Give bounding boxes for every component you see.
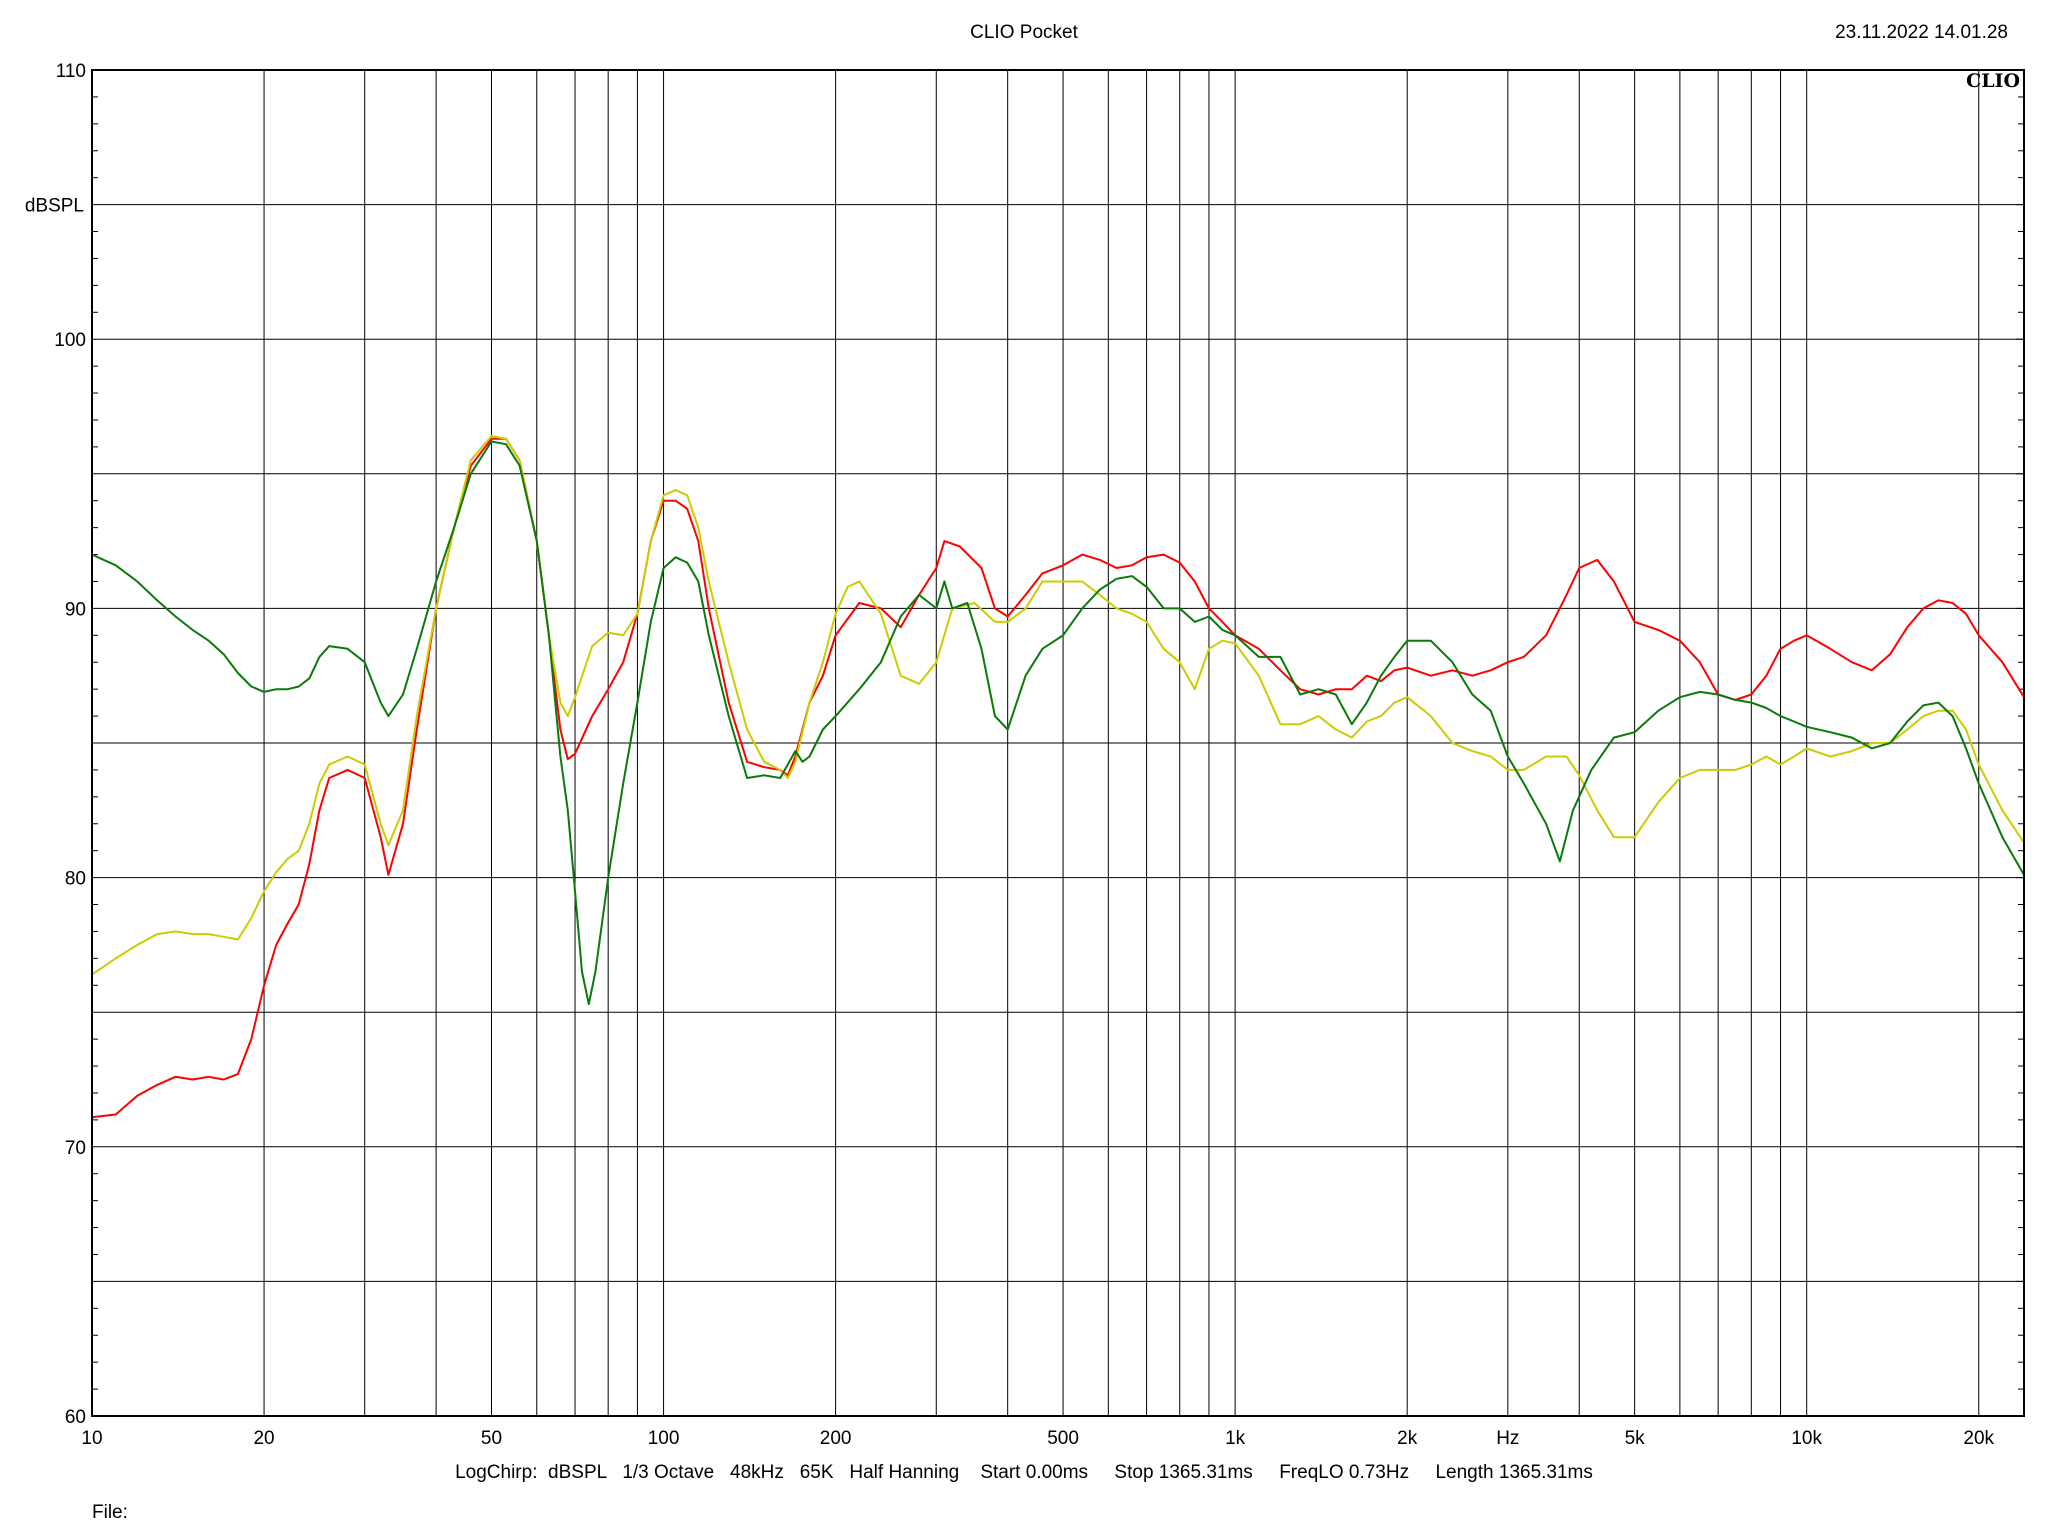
x-tick-label: 20k (1963, 1428, 1994, 1449)
series-line-1 (91, 437, 2025, 1119)
x-tick-label: 500 (1047, 1428, 1079, 1449)
y-tick-label: 70 (65, 1138, 86, 1159)
y-tick-label: 60 (65, 1407, 86, 1428)
x-tick-label: 10k (1791, 1428, 1822, 1449)
x-tick-label: 50 (481, 1428, 502, 1449)
x-tick-label: 100 (648, 1428, 680, 1449)
x-tick-label: 10 (81, 1428, 102, 1449)
tick-labels: 10 20 50 100 200 500 1k 2k 5k 10k 20k Hz 110 100 90 80 7… (25, 61, 1995, 1449)
y-tick-label: 100 (54, 330, 86, 351)
x-tick-label: 20 (253, 1428, 274, 1449)
x-tick-label: 200 (820, 1428, 852, 1449)
x-tick-label: 1k (1225, 1428, 1246, 1449)
measurement-settings: LogChirp: dBSPL 1/3 Octave 48kHz 65K Hal… (455, 1462, 1593, 1483)
file-label: File: (92, 1502, 128, 1523)
x-unit-label: Hz (1496, 1428, 1519, 1449)
x-tick-label: 2k (1397, 1428, 1418, 1449)
grid-lines (92, 70, 2024, 1416)
timestamp: 23.11.2022 14.01.28 (1835, 22, 2008, 43)
y-axis-label: dBSPL (25, 196, 84, 217)
x-tick-label: 5k (1625, 1428, 1646, 1449)
series-line-2 (91, 435, 2025, 976)
chart-title: CLIO Pocket (970, 22, 1078, 43)
series-line-3 (91, 440, 2025, 1006)
y-tick-label: 90 (65, 599, 86, 620)
plot-frame (91, 69, 2025, 1417)
y-tick-label: 110 (56, 61, 86, 82)
series-group (91, 435, 2025, 1119)
clio-logo: CLIO (1966, 70, 2020, 92)
y-tick-label: 80 (65, 869, 86, 890)
